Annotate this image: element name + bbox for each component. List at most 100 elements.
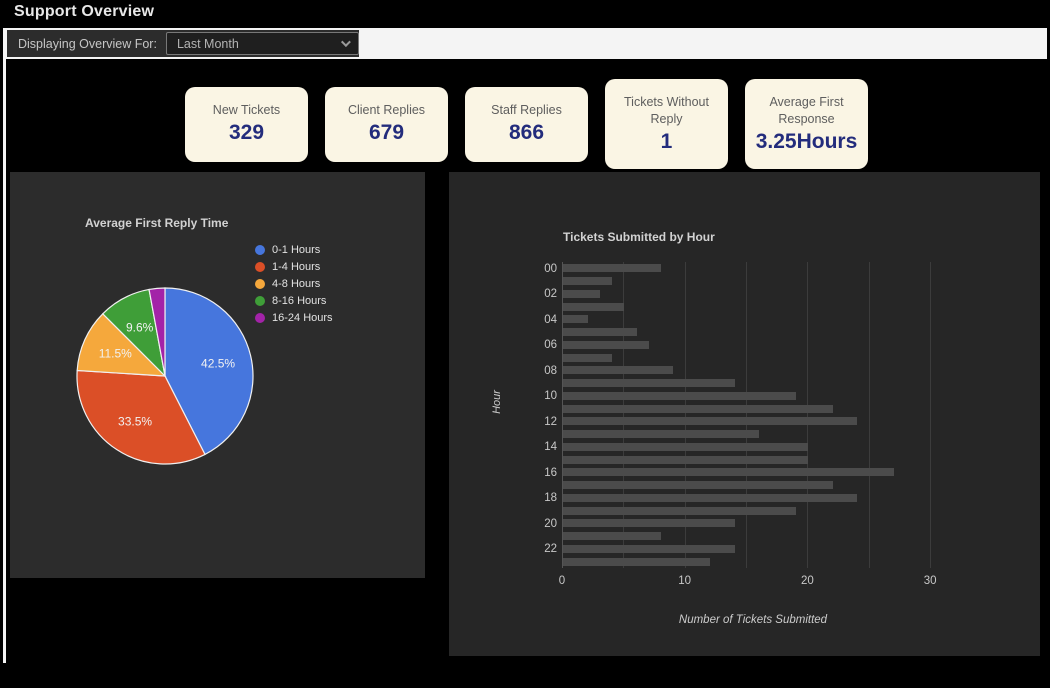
page-background: Displaying Overview For: Last Month New … bbox=[3, 28, 1047, 688]
bar-hour-13[interactable] bbox=[563, 430, 760, 439]
bar-hour-18[interactable] bbox=[563, 493, 858, 502]
stat-card-label: Tickets Without Reply bbox=[624, 95, 709, 126]
stat-cards-row: New Tickets 329 Client Replies 679 Staff Rep… bbox=[6, 77, 1047, 171]
bar-hour-15[interactable] bbox=[563, 455, 809, 464]
period-select-value: Last Month bbox=[176, 36, 239, 51]
bar-hour-22[interactable] bbox=[563, 544, 735, 553]
bar-chart-ylabel: Hour bbox=[491, 390, 503, 414]
legend-item-16-24-hours[interactable]: 16-24 Hours bbox=[255, 309, 333, 326]
ytick-04: 04 bbox=[544, 313, 557, 326]
bar-hour-17[interactable] bbox=[563, 481, 833, 490]
bar-hour-16[interactable] bbox=[563, 468, 895, 477]
gridline-20 bbox=[807, 262, 809, 568]
toolbar: Displaying Overview For: Last Month bbox=[7, 30, 359, 57]
bar-hour-07[interactable] bbox=[563, 353, 613, 362]
stat-card-client-replies: Client Replies 679 bbox=[325, 86, 448, 162]
bar-hour-05[interactable] bbox=[563, 328, 637, 337]
legend-dot-icon bbox=[255, 295, 265, 306]
bar-hour-12[interactable] bbox=[563, 417, 858, 426]
bar-hour-11[interactable] bbox=[563, 404, 833, 413]
ytick-18: 18 bbox=[544, 492, 557, 504]
pie-legend: 0-1 Hours 1-4 Hours 4-8 Hours 8-16 Hours 16-… bbox=[255, 241, 333, 326]
bar-hour-03[interactable] bbox=[563, 302, 625, 311]
legend-label: 16-24 Hours bbox=[272, 311, 333, 324]
stat-card-label: Staff Replies bbox=[491, 103, 562, 118]
legend-dot-icon bbox=[255, 278, 265, 289]
legend-item-0-1-hours[interactable]: 0-1 Hours bbox=[255, 241, 333, 258]
stat-card-staff-replies: Staff Replies 866 bbox=[465, 86, 588, 162]
stat-card-average-first-response: Average First Response 3.25Hours bbox=[745, 79, 868, 169]
stat-card-tickets-without-reply: Tickets Without Reply 1 bbox=[605, 79, 728, 169]
gridline-30 bbox=[930, 262, 932, 568]
bar-hour-23[interactable] bbox=[563, 557, 711, 566]
bar-hour-02[interactable] bbox=[563, 289, 600, 298]
legend-label: 0-1 Hours bbox=[272, 243, 321, 256]
chevron-down-icon bbox=[340, 37, 351, 48]
ytick-00: 00 bbox=[544, 262, 557, 275]
pie-chart-title: Average First Reply Time bbox=[85, 216, 229, 230]
pie-chart: 42.5% 33.5% 11.5% 9.6% bbox=[76, 287, 254, 465]
legend-label: 1-4 Hours bbox=[272, 260, 321, 273]
ytick-10: 10 bbox=[544, 390, 557, 402]
pie-slice-4-8-hours[interactable] bbox=[76, 312, 167, 377]
bar-hour-01[interactable] bbox=[563, 277, 613, 286]
legend-item-1-4-hours[interactable]: 1-4 Hours bbox=[255, 258, 333, 275]
title-bar: Support Overview bbox=[0, 0, 1050, 28]
pie-slice-0-1-hours[interactable] bbox=[164, 287, 254, 456]
stat-card-new-tickets: New Tickets 329 bbox=[185, 86, 308, 162]
pie-slice-label: 9.6% bbox=[126, 321, 154, 335]
legend-item-8-16-hours[interactable]: 8-16 Hours bbox=[255, 292, 333, 309]
gridline-15 bbox=[746, 262, 748, 568]
ytick-14: 14 bbox=[544, 441, 557, 453]
bar-chart-axis-line bbox=[562, 262, 563, 568]
bar-chart-xlabel: Number of Tickets Submitted bbox=[678, 614, 828, 626]
stat-card-value: 329 bbox=[228, 121, 265, 145]
period-select[interactable]: Last Month bbox=[165, 32, 359, 55]
bar-hour-04[interactable] bbox=[563, 315, 588, 324]
bar-hour-00[interactable] bbox=[563, 264, 662, 273]
ytick-02: 02 bbox=[544, 288, 557, 300]
pie-slice-label: 42.5% bbox=[201, 356, 235, 370]
gridline-10 bbox=[684, 262, 686, 568]
bar-hour-19[interactable] bbox=[563, 506, 797, 515]
stat-card-label: New Tickets bbox=[212, 103, 281, 118]
bar-hour-21[interactable] bbox=[563, 532, 662, 541]
bar-chart-title: Tickets Submitted by Hour bbox=[563, 230, 715, 244]
ytick-08: 08 bbox=[544, 364, 557, 377]
dashboard-content: New Tickets 329 Client Replies 679 Staff Rep… bbox=[6, 59, 1047, 688]
bar-chart-plot bbox=[562, 262, 944, 568]
stat-card-value: 679 bbox=[368, 121, 405, 145]
pie-chart-panel: Average First Reply Time 0-1 Hours 1-4 Ho… bbox=[10, 172, 425, 578]
ytick-12: 12 bbox=[544, 415, 557, 428]
pie-slice-label: 33.5% bbox=[118, 415, 152, 429]
stat-card-value: 866 bbox=[508, 121, 545, 145]
legend-item-4-8-hours[interactable]: 4-8 Hours bbox=[255, 275, 333, 292]
bar-hour-08[interactable] bbox=[563, 366, 674, 375]
bar-hour-09[interactable] bbox=[563, 379, 735, 388]
pie-slice-16-24-hours[interactable] bbox=[148, 287, 166, 377]
ytick-22: 22 bbox=[544, 543, 557, 555]
bar-chart-panel: Tickets Submitted by Hour Hour 00 02 04 06 0… bbox=[449, 172, 1040, 656]
legend-dot-icon bbox=[255, 261, 265, 272]
ytick-16: 16 bbox=[544, 466, 557, 479]
ytick-20: 20 bbox=[544, 517, 557, 530]
stat-card-value: 3.25Hours bbox=[755, 129, 858, 153]
gridline-5 bbox=[623, 262, 625, 568]
gridline-25 bbox=[868, 262, 870, 568]
legend-dot-icon bbox=[255, 244, 265, 255]
page-title: Support Overview bbox=[14, 3, 155, 20]
xtick-10: 10 bbox=[678, 575, 692, 587]
bar-hour-14[interactable] bbox=[563, 442, 809, 451]
bar-hour-20[interactable] bbox=[563, 519, 735, 528]
legend-label: 8-16 Hours bbox=[272, 294, 327, 307]
pie-slice-label: 11.5% bbox=[99, 347, 132, 361]
stat-card-label: Average First Response bbox=[769, 95, 844, 126]
legend-dot-icon bbox=[255, 312, 265, 323]
bar-hour-06[interactable] bbox=[563, 340, 649, 349]
bar-hour-10[interactable] bbox=[563, 391, 797, 400]
xtick-0: 0 bbox=[558, 575, 566, 587]
legend-label: 4-8 Hours bbox=[272, 277, 321, 290]
xtick-30: 30 bbox=[923, 575, 937, 587]
overview-filter-label: Displaying Overview For: bbox=[18, 36, 157, 51]
pie-slice-1-4-hours[interactable] bbox=[76, 369, 206, 465]
